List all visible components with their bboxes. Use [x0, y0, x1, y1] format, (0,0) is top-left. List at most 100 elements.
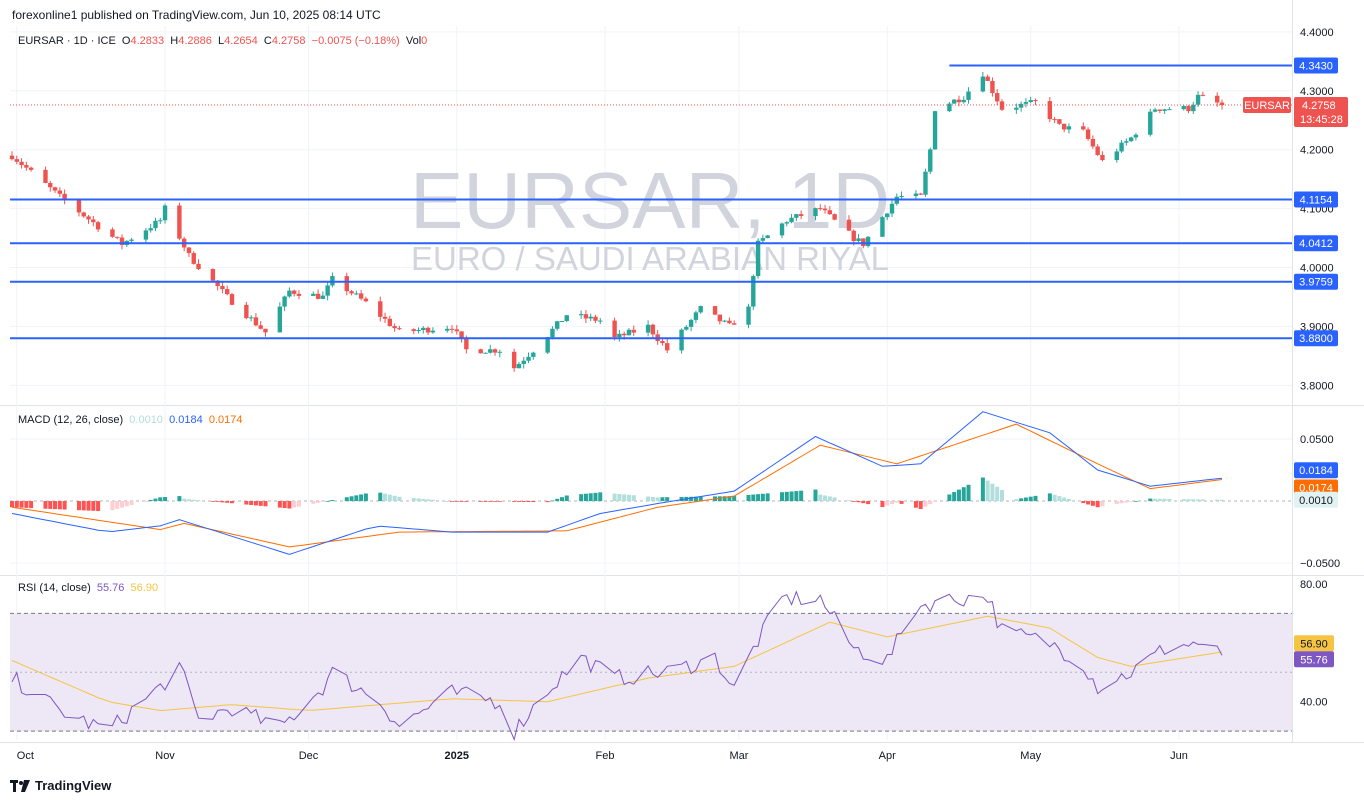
macd-histogram-bar — [961, 487, 966, 502]
price-axis-tick: 4.2000 — [1300, 145, 1334, 157]
candle — [521, 356, 526, 369]
macd-histogram-bar — [952, 492, 957, 502]
candle — [727, 317, 732, 325]
main-legend: EURSAR · 1D · ICE O4.2833 H4.2886 L4.265… — [18, 35, 428, 47]
rsi-ma-value: 56.90 — [130, 582, 159, 594]
macd-histogram-bar — [885, 501, 890, 506]
price-axis-tick: 3.8000 — [1300, 380, 1334, 392]
candle — [928, 147, 933, 174]
candle — [1014, 103, 1019, 114]
macd-histogram-bar — [928, 501, 933, 505]
macd-histogram-bar — [148, 499, 153, 502]
macd-histogram-bar — [818, 494, 823, 502]
macd-value-badge — [1294, 462, 1338, 479]
macd-histogram-bar — [866, 501, 871, 505]
candle — [110, 227, 115, 238]
macd-histogram-bar — [794, 491, 799, 502]
candle — [115, 236, 120, 240]
candle — [765, 234, 770, 239]
macd-value-badge-label: 0.0010 — [1299, 495, 1333, 507]
macd-histogram-bar — [253, 501, 258, 506]
macd-histogram-bar — [846, 500, 851, 502]
candle — [229, 292, 235, 306]
candle — [865, 236, 871, 248]
candle — [583, 310, 589, 323]
candle — [320, 291, 326, 300]
macd-title: MACD (12, 26, close) — [18, 414, 124, 426]
candle — [191, 251, 196, 265]
macd-histogram-bar — [430, 499, 435, 502]
candle — [1186, 105, 1191, 114]
time-axis-label: Mar — [729, 750, 748, 762]
macd-histogram-bar — [363, 493, 368, 502]
macd-histogram-bar — [1129, 501, 1134, 502]
macd-histogram-bar — [1086, 501, 1091, 505]
candle — [387, 315, 393, 327]
macd-histogram-bar — [411, 498, 416, 502]
macd-histogram-bar — [387, 494, 392, 502]
macd-histogram-bar — [985, 480, 990, 502]
watermark-description: EURO / SAUDI ARABIAN RIYAL — [411, 240, 889, 277]
macd-value-badge — [1294, 491, 1338, 508]
candle — [645, 320, 651, 337]
candle — [62, 189, 67, 205]
rsi-value-badge-label: 55.76 — [1300, 654, 1328, 666]
macd-histogram-bar — [493, 501, 498, 502]
candle — [492, 348, 498, 356]
rsi-legend[interactable]: RSI (14, close) 55.76 56.90 — [18, 582, 158, 594]
macd-histogram-bar — [655, 497, 660, 502]
macd-histogram-bar — [1052, 494, 1057, 502]
macd-histogram-bar — [521, 501, 526, 502]
candle — [177, 202, 182, 241]
macd-histogram-bar — [665, 497, 670, 502]
candle — [880, 216, 885, 238]
candle — [478, 348, 483, 354]
candle — [28, 166, 34, 172]
macd-histogram-bar — [244, 501, 249, 505]
tradingview-logo[interactable]: TradingView — [10, 778, 111, 793]
macd-histogram-bar — [1023, 497, 1028, 502]
candle — [196, 259, 201, 271]
symbol-label[interactable]: EURSAR · 1D · ICE — [18, 35, 116, 47]
macd-histogram-bar — [1148, 498, 1153, 502]
change-value: −0.0075 (−0.18%) — [311, 35, 400, 47]
candle — [798, 210, 804, 220]
candle — [1162, 108, 1167, 114]
candle — [856, 233, 861, 243]
macd-histogram-bar — [1181, 499, 1186, 502]
macd-histogram-bar — [650, 496, 655, 502]
level-badge-label: 3.9759 — [1299, 277, 1333, 289]
macd-histogram-bar — [24, 501, 29, 508]
macd-histogram-bar — [995, 486, 1000, 502]
macd-histogram-bar — [545, 501, 550, 503]
macd-histogram-bar — [1019, 498, 1024, 502]
candle — [382, 312, 388, 324]
macd-histogram-bar — [913, 501, 918, 508]
macd-histogram-bar — [158, 497, 163, 502]
candle — [287, 287, 292, 298]
macd-histogram-bar — [555, 498, 560, 502]
macd-histogram-bar — [980, 477, 985, 502]
macd-line-value: 0.0184 — [169, 414, 203, 426]
macd-histogram-bar — [780, 492, 784, 502]
macd-histogram-bar — [1033, 495, 1038, 502]
level-badge — [1294, 330, 1338, 347]
macd-histogram-bar — [426, 499, 431, 502]
macd-histogram-bar — [383, 493, 388, 502]
macd-histogram-bar — [1095, 501, 1100, 508]
time-axis-label: 2025 — [445, 750, 469, 762]
macd-histogram-bar — [215, 501, 220, 502]
time-axis-label: Apr — [879, 750, 896, 762]
candle — [1090, 135, 1096, 149]
macd-histogram-bar — [516, 501, 521, 502]
level-badge-label: 3.8800 — [1299, 333, 1333, 345]
candle — [392, 323, 397, 332]
candle — [612, 317, 617, 341]
macd-histogram-bar — [48, 501, 53, 509]
candle — [923, 168, 928, 197]
macd-legend[interactable]: MACD (12, 26, close) 0.0010 0.0184 0.017… — [18, 414, 243, 426]
macd-histogram-bar — [450, 501, 454, 502]
candle — [258, 321, 263, 330]
macd-histogram-bar — [617, 494, 622, 502]
macd-histogram-bar — [196, 500, 201, 502]
